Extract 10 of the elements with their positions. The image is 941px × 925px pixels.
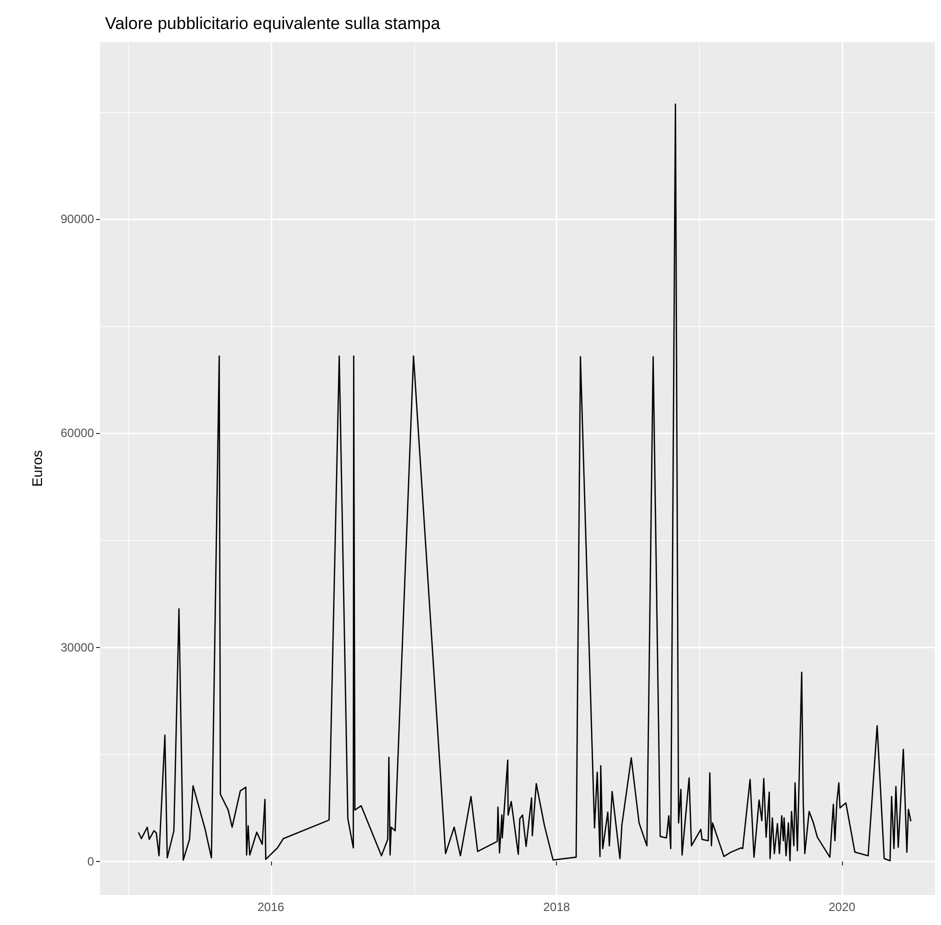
- y-tick-label: 30000: [60, 640, 94, 654]
- y-tick-label: 0: [87, 854, 94, 868]
- x-tick-label: 2020: [828, 900, 856, 914]
- y-axis-title: Euros: [29, 450, 45, 487]
- x-tick-label: 2016: [257, 900, 284, 914]
- x-tick-label: 2018: [543, 900, 570, 914]
- y-tick-label: 60000: [60, 426, 94, 440]
- chart-title: Valore pubblicitario equivalente sulla stampa: [105, 14, 441, 33]
- y-tick-label: 90000: [60, 212, 94, 226]
- line-series: [138, 103, 912, 862]
